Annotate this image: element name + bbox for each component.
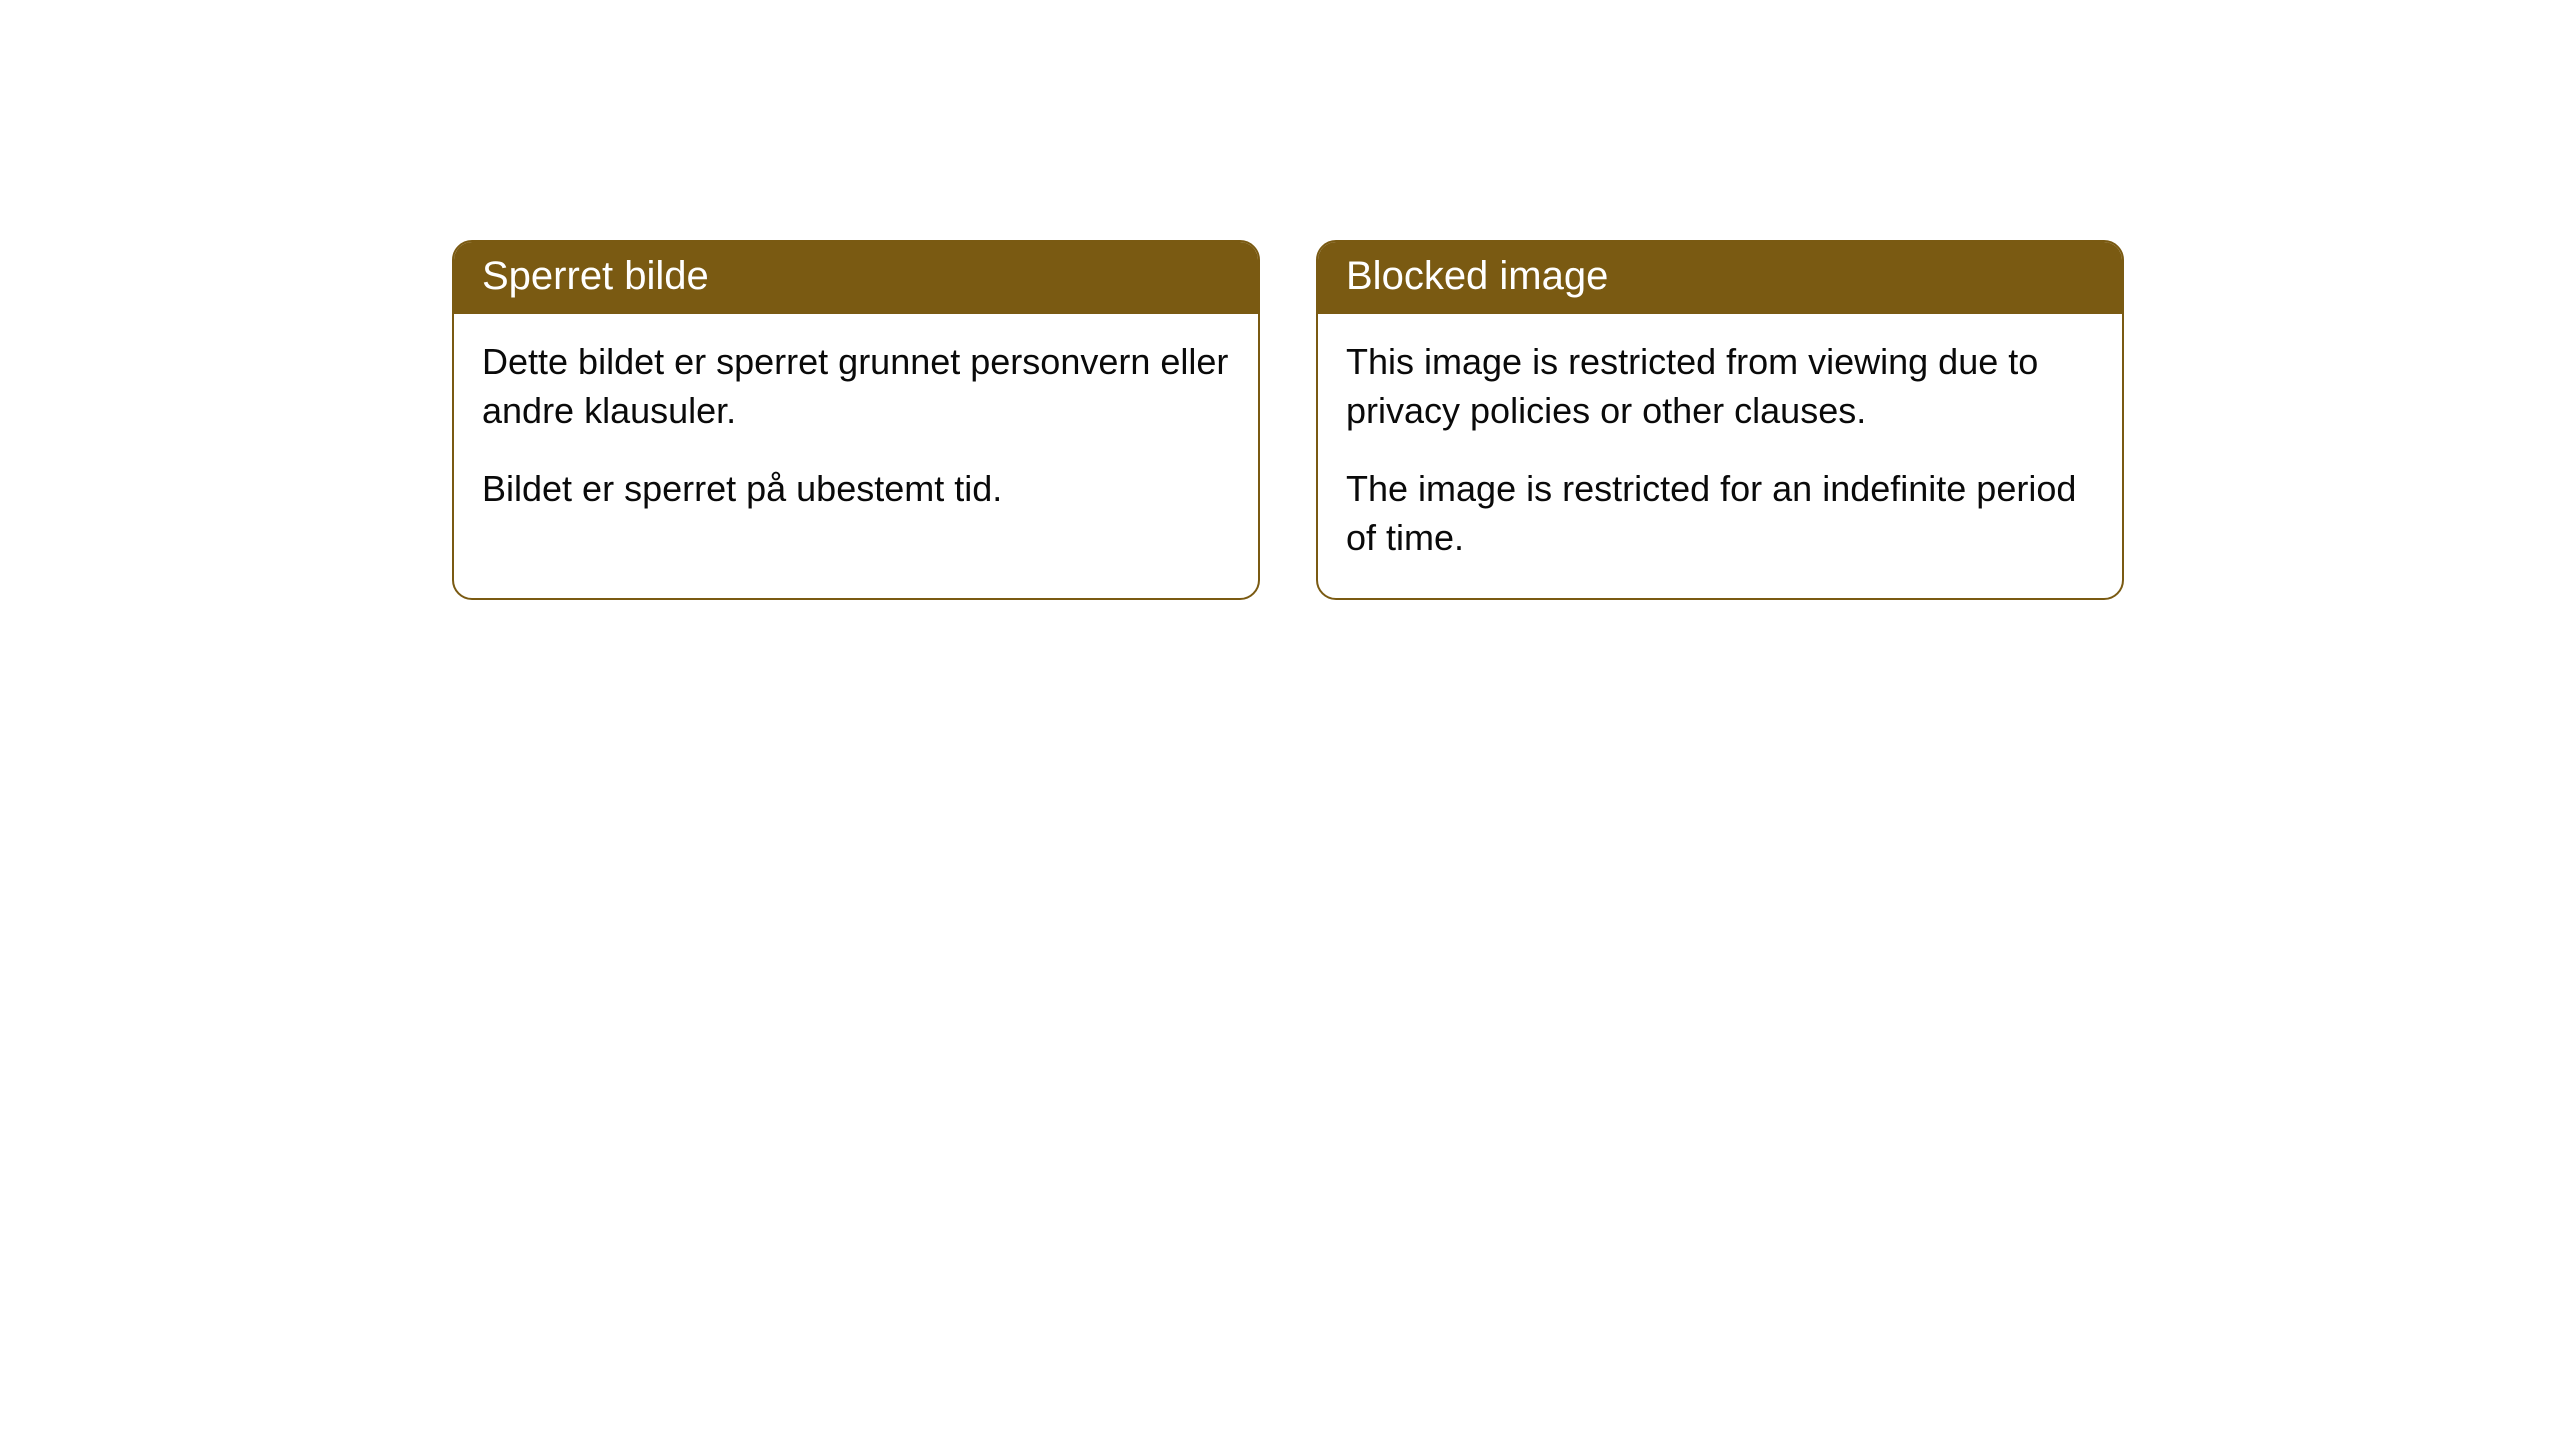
notice-container: Sperret bilde Dette bildet er sperret gr… (0, 0, 2560, 600)
card-paragraph: This image is restricted from viewing du… (1346, 338, 2094, 435)
notice-card-english: Blocked image This image is restricted f… (1316, 240, 2124, 600)
card-paragraph: Dette bildet er sperret grunnet personve… (482, 338, 1230, 435)
card-title: Blocked image (1318, 242, 2122, 314)
card-paragraph: Bildet er sperret på ubestemt tid. (482, 465, 1230, 514)
card-body: This image is restricted from viewing du… (1318, 314, 2122, 598)
card-title: Sperret bilde (454, 242, 1258, 314)
card-body: Dette bildet er sperret grunnet personve… (454, 314, 1258, 550)
card-paragraph: The image is restricted for an indefinit… (1346, 465, 2094, 562)
notice-card-norwegian: Sperret bilde Dette bildet er sperret gr… (452, 240, 1260, 600)
